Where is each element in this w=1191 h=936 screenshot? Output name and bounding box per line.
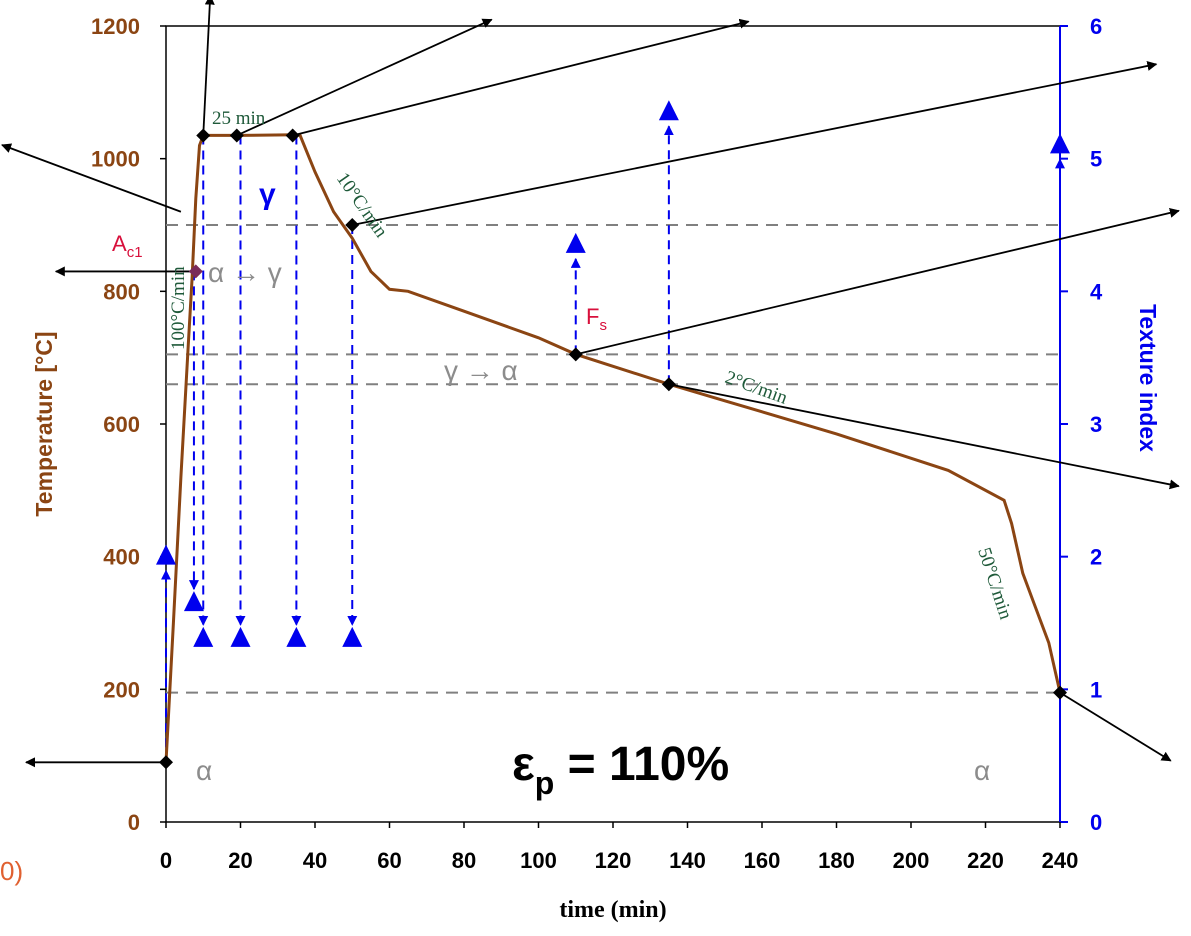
x-tick-label: 120 [595, 848, 632, 873]
x-tick-label: 20 [228, 848, 252, 873]
right-tick-label: 6 [1090, 14, 1102, 39]
x-tick-label: 140 [669, 848, 706, 873]
callout-arrow [668, 383, 1180, 490]
fs-label: Fs [586, 304, 607, 334]
cooling-rate-label-3: 50°C/min [973, 545, 1016, 622]
left-tick-label: 800 [103, 279, 140, 304]
x-tick-label: 100 [520, 848, 557, 873]
texture-point [193, 626, 214, 647]
x-axis: 0 20 40 60 80 100 120 140 160 180 200 220 240 [160, 822, 1078, 873]
left-tick-label: 1000 [91, 147, 140, 172]
texture-point [156, 544, 176, 565]
right-tick-label: 3 [1090, 412, 1102, 437]
cut-off-text: 0) [0, 856, 23, 886]
x-tick-label: 220 [967, 848, 1004, 873]
sample-point [1053, 685, 1067, 700]
sample-markers [159, 128, 1067, 770]
cooling-rate-label-1: 10°C/min [332, 169, 392, 242]
texture-dashed-lines [161, 125, 1065, 763]
sample-point [285, 128, 300, 143]
x-tick-label: 80 [452, 848, 476, 873]
x-tick-label: 180 [818, 848, 855, 873]
sample-callout-arrows [1, 0, 1180, 768]
callout-arrow [236, 18, 493, 137]
reference-lines [166, 224, 1060, 694]
x-tick-label: 160 [744, 848, 781, 873]
texture-point [1050, 133, 1070, 154]
x-tick-label: 60 [377, 848, 401, 873]
left-axis-title: Temperature [°C] [31, 331, 57, 516]
texture-point [286, 626, 307, 647]
x-axis-title: time (min) [559, 897, 666, 923]
heating-rate-label: 100°C/min [168, 266, 189, 350]
gamma-to-alpha-label: γ → α [444, 355, 518, 386]
sample-point [188, 264, 203, 279]
right-tick-label: 0 [1090, 810, 1102, 835]
x-tick-label: 240 [1042, 848, 1079, 873]
right-y-axis: 0 1 2 3 4 5 6 [1059, 14, 1103, 835]
right-axis-title: Texture index [1135, 304, 1161, 452]
alpha-end-label: α [974, 755, 990, 786]
callout-arrow [575, 207, 1180, 356]
right-tick-label: 2 [1090, 545, 1102, 570]
alpha-to-gamma-label: α → γ [208, 257, 282, 288]
texture-point [230, 626, 251, 647]
right-tick-label: 4 [1090, 279, 1103, 304]
left-tick-label: 600 [103, 412, 140, 437]
plot-area [165, 25, 1061, 823]
x-tick-label: 40 [303, 848, 327, 873]
texture-point [658, 100, 679, 121]
gamma-label: γ [259, 178, 276, 211]
left-tick-label: 0 [128, 810, 140, 835]
sample-point [196, 128, 211, 143]
sample-point [661, 377, 676, 392]
callout-arrow [1059, 691, 1172, 762]
left-y-axis: 0 200 400 600 800 1000 1200 [91, 14, 166, 835]
right-tick-label: 1 [1090, 677, 1102, 702]
callout-arrow [292, 18, 750, 137]
x-tick-label: 0 [160, 848, 172, 873]
callout-arrow [202, 0, 215, 136]
sample-point [159, 755, 173, 770]
sample-point [568, 347, 583, 362]
texture-point [183, 591, 204, 612]
left-tick-label: 400 [103, 545, 140, 570]
sample-point [229, 128, 244, 143]
strain-label: εp = 110% [512, 738, 729, 801]
left-tick-label: 1200 [91, 14, 140, 39]
sample-point [345, 218, 360, 232]
x-tick-label: 200 [893, 848, 930, 873]
hold-time-label: 25 min [212, 108, 266, 129]
texture-point [565, 232, 586, 253]
temperature-curve [164, 133, 1062, 763]
alpha-start-label: α [196, 755, 212, 786]
texture-point [342, 626, 363, 647]
right-tick-label: 5 [1090, 147, 1102, 172]
texture-markers [156, 100, 1070, 647]
left-tick-label: 200 [103, 677, 140, 702]
ac1-label: Ac1 [112, 231, 143, 261]
callout-arrow [1, 143, 182, 213]
callout-arrow [352, 61, 1158, 226]
